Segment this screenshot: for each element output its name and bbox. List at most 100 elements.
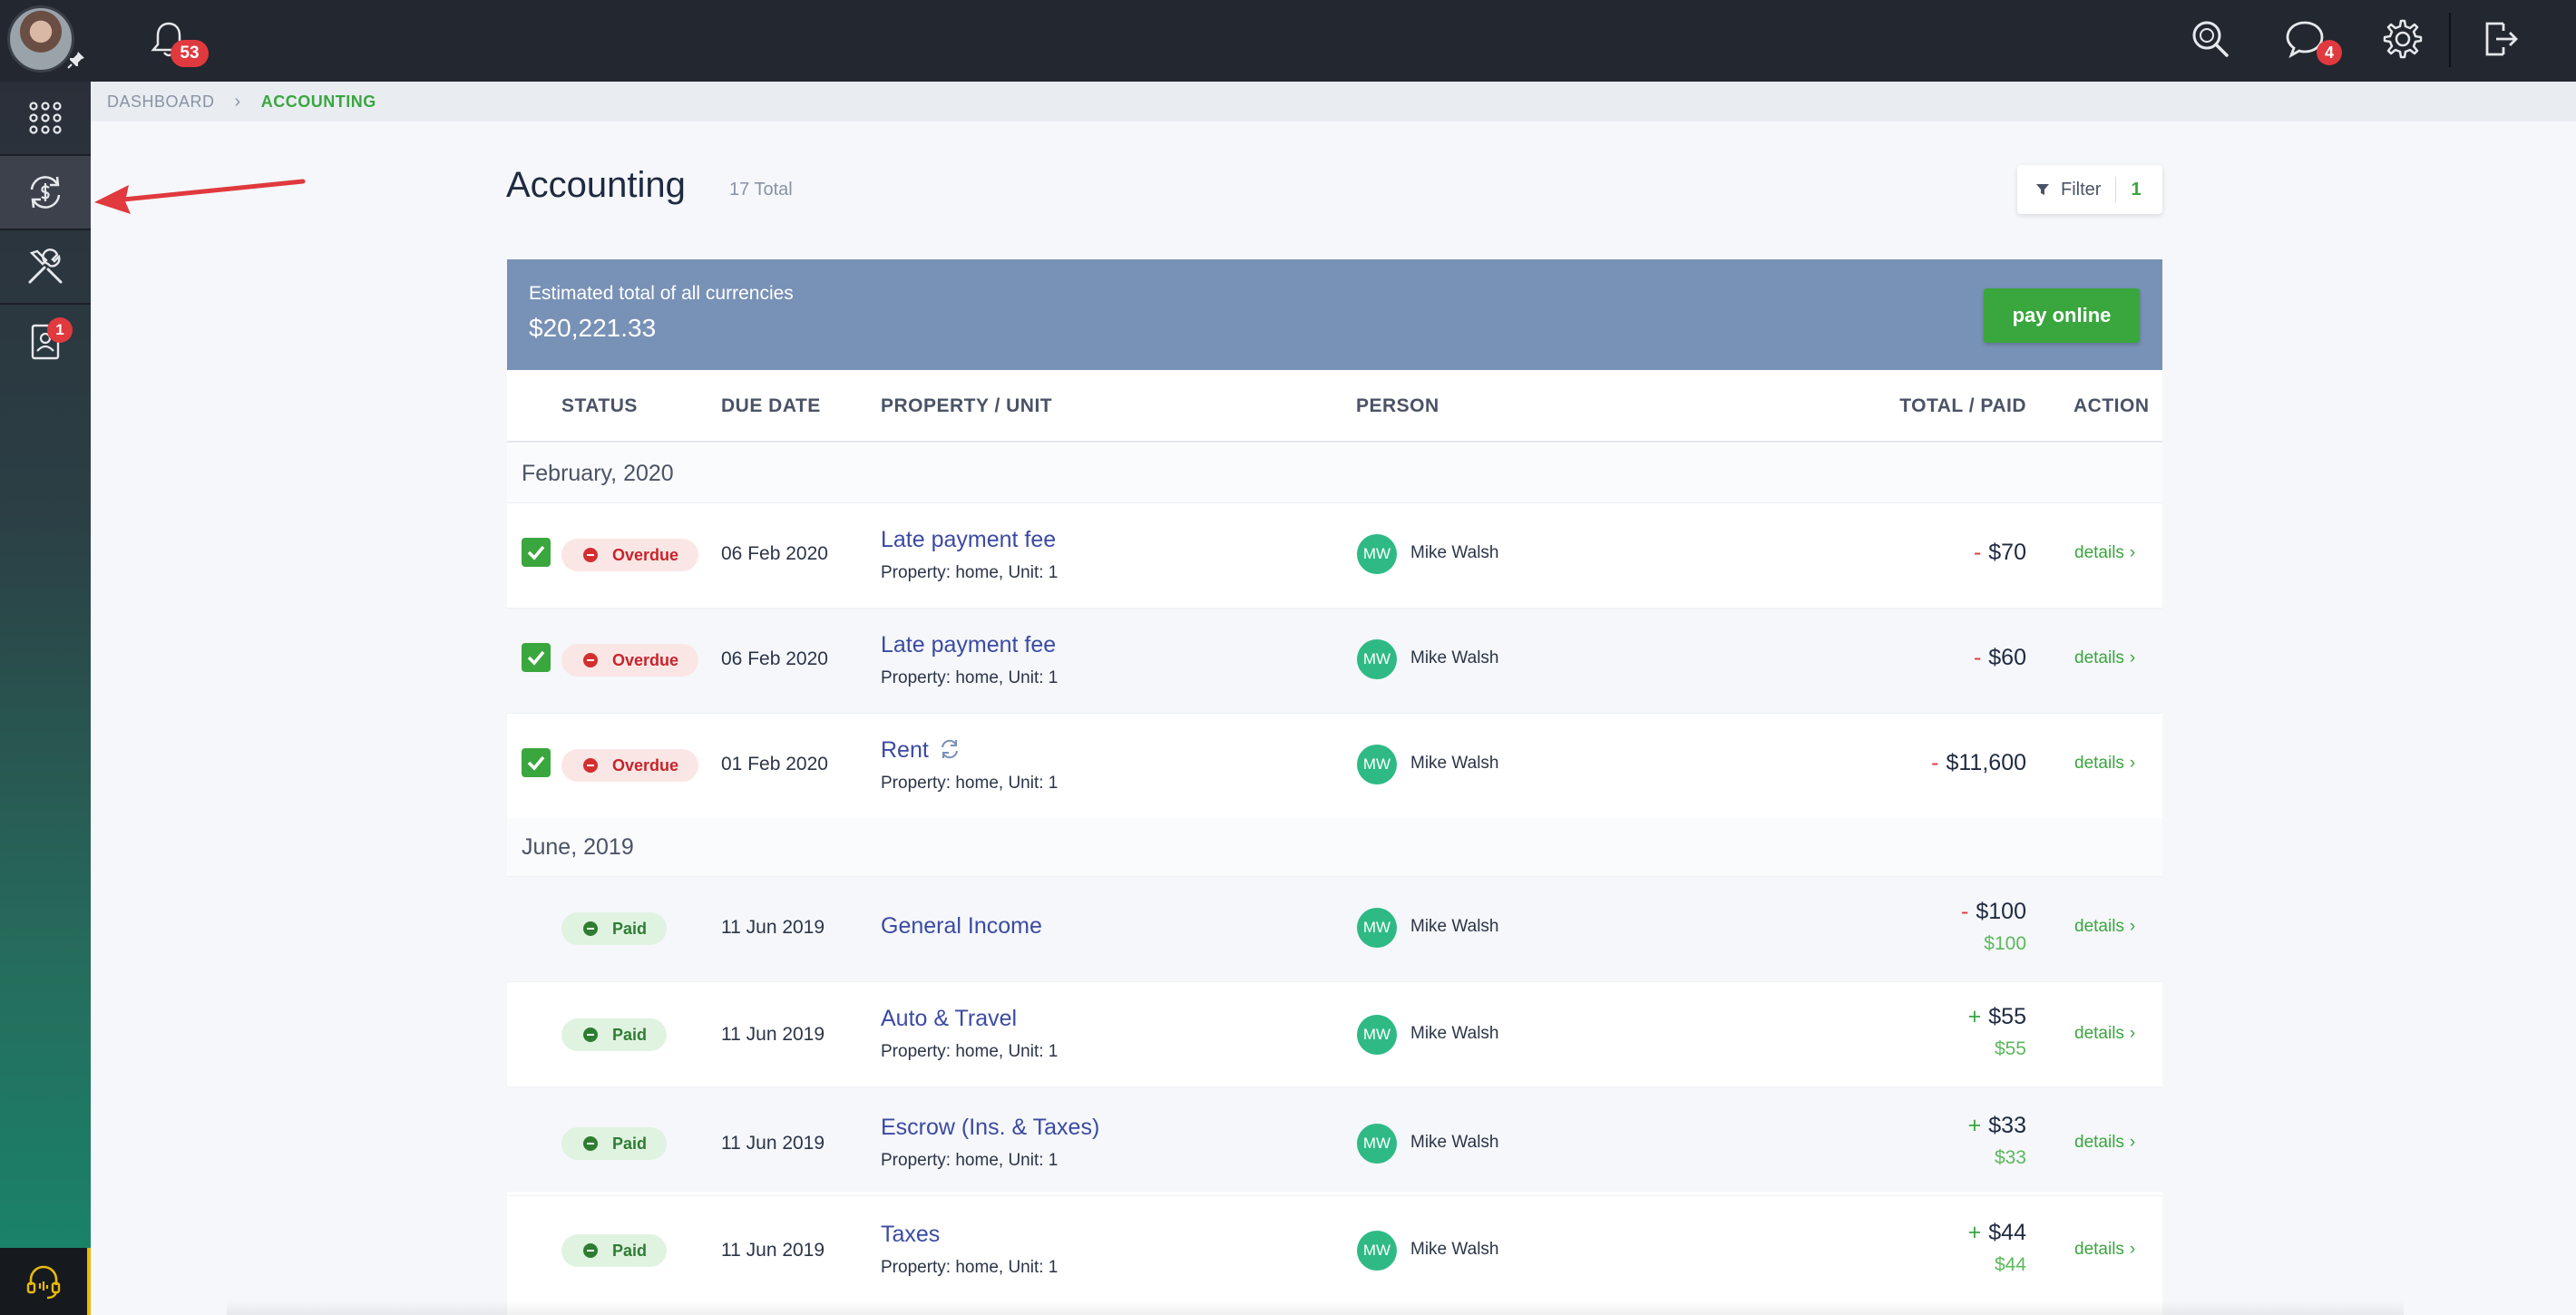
row-title-link[interactable]: Auto & Travel	[881, 1006, 1018, 1031]
filter-divider	[2115, 177, 2117, 202]
details-link[interactable]: details ›	[2074, 917, 2136, 936]
person-name: Mike Walsh	[1410, 543, 1499, 562]
currency-exchange-icon	[30, 176, 61, 209]
row-title-link[interactable]: Late payment fee	[881, 632, 1057, 658]
column-due-date[interactable]: DUE DATE	[721, 395, 821, 416]
sidebar-item-accounting[interactable]	[0, 156, 91, 229]
person-avatar: MW	[1357, 745, 1397, 784]
recurring-icon	[941, 739, 958, 759]
pay-online-button[interactable]: pay online	[1984, 288, 2140, 343]
sidebar-separator	[0, 154, 91, 156]
column-total-paid[interactable]: TOTAL / PAID	[1899, 395, 2026, 416]
chat-icon[interactable]	[2282, 16, 2327, 62]
row-title-link[interactable]: General Income	[881, 913, 1042, 939]
row-title-link[interactable]: Taxes	[881, 1222, 941, 1247]
row-checkbox[interactable]	[522, 643, 551, 672]
group-label: February, 2020	[522, 461, 674, 486]
sidebar-item-maintenance[interactable]	[0, 230, 91, 303]
table-row[interactable]: Overdue 06 Feb 2020 Late payment fee Pro…	[507, 502, 2162, 608]
column-property[interactable]: PROPERTY / UNIT	[881, 395, 1053, 416]
table-row[interactable]: Overdue 06 Feb 2020 Late payment fee Pro…	[507, 608, 2162, 713]
row-property: Property: home, Unit: 1	[881, 1042, 1059, 1061]
row-total: - $70	[1973, 540, 2026, 565]
row-total: - $60	[1973, 645, 2026, 670]
status-dot-icon	[583, 548, 598, 562]
person-name: Mike Walsh	[1410, 917, 1499, 936]
due-date: 01 Feb 2020	[721, 754, 828, 774]
summary-value: $20,221.33	[529, 314, 657, 342]
group-label: June, 2019	[522, 834, 634, 860]
status-dot-icon	[583, 653, 598, 667]
contacts-badge: 1	[47, 317, 73, 343]
row-paid: $100	[1984, 933, 2026, 954]
checkmark-icon	[527, 545, 545, 560]
row-checkbox[interactable]	[522, 748, 551, 777]
row-title-link[interactable]: Rent	[881, 737, 961, 764]
status-badge: Paid	[561, 1127, 668, 1160]
table-row[interactable]: Paid 11 Jun 2019 Taxes Property: home, U…	[507, 1195, 2162, 1300]
sidebar-item-contacts[interactable]	[0, 305, 91, 377]
user-avatar[interactable]	[7, 5, 74, 73]
row-total: + $33	[1967, 1113, 2026, 1138]
person-avatar: MW	[1357, 534, 1397, 574]
row-title-link[interactable]: Late payment fee	[881, 527, 1057, 552]
pin-icon[interactable]	[65, 49, 87, 71]
status-badge: Overdue	[561, 644, 699, 677]
tools-icon	[28, 248, 63, 284]
row-paid: $44	[1994, 1254, 2026, 1275]
breadcrumb-dashboard[interactable]: DASHBOARD	[107, 92, 215, 111]
table-row[interactable]: Overdue 01 Feb 2020 Rent Property: home,…	[507, 713, 2162, 818]
filter-icon	[2036, 184, 2049, 195]
page-title: Accounting	[506, 165, 686, 205]
table-row[interactable]: Paid 11 Jun 2019 Auto & Travel Property:…	[507, 981, 2162, 1086]
person-avatar: MW	[1357, 1231, 1397, 1271]
due-date: 11 Jun 2019	[721, 917, 825, 938]
row-total: + $55	[1967, 1004, 2026, 1029]
chevron-right-icon: ›	[2129, 754, 2136, 773]
chevron-right-icon: ›	[2129, 543, 2136, 562]
group-header: February, 2020	[507, 444, 2162, 502]
column-status[interactable]: STATUS	[561, 395, 638, 416]
checkmark-icon	[527, 650, 545, 666]
status-dot-icon	[583, 921, 598, 936]
apps-grid-icon	[29, 102, 62, 134]
status-badge: Paid	[561, 1234, 668, 1267]
details-link[interactable]: details ›	[2074, 754, 2136, 773]
row-property: Property: home, Unit: 1	[881, 563, 1059, 582]
details-link[interactable]: details ›	[2074, 1024, 2136, 1043]
group-header: June, 2019	[507, 818, 2162, 876]
logout-icon[interactable]	[2476, 16, 2522, 62]
chevron-right-icon: ›	[2129, 1240, 2136, 1259]
annotation-arrow-icon	[94, 179, 306, 214]
column-person[interactable]: PERSON	[1356, 395, 1439, 416]
details-link[interactable]: details ›	[2074, 1133, 2136, 1152]
row-checkbox[interactable]	[522, 538, 551, 567]
person-avatar: MW	[1357, 1015, 1397, 1055]
table-row[interactable]: Paid 11 Jun 2019 General Income MW Mike …	[507, 876, 2162, 981]
breadcrumb: DASHBOARD › ACCOUNTING	[91, 82, 2576, 122]
person-name: Mike Walsh	[1410, 648, 1499, 667]
gear-icon[interactable]	[2378, 16, 2424, 62]
topbar-divider	[2449, 13, 2451, 67]
filter-button[interactable]: Filter 1	[2017, 165, 2162, 214]
details-link[interactable]: details ›	[2074, 543, 2136, 562]
support-button[interactable]	[0, 1248, 91, 1315]
breadcrumb-accounting: ACCOUNTING	[260, 92, 376, 111]
sidebar: 1	[0, 82, 91, 1315]
accounting-card: Estimated total of all currencies $20,22…	[507, 259, 2162, 1315]
sidebar-item-apps[interactable]	[0, 82, 91, 154]
status-dot-icon	[583, 1243, 598, 1258]
summary-banner: Estimated total of all currencies $20,22…	[507, 259, 2162, 370]
table-row[interactable]: Paid 11 Jun 2019 Escrow (Ins. & Taxes) P…	[507, 1086, 2162, 1192]
row-title-link[interactable]: Escrow (Ins. & Taxes)	[881, 1115, 1100, 1140]
status-dot-icon	[583, 1136, 598, 1151]
person-avatar: MW	[1357, 908, 1397, 948]
search-icon[interactable]	[2188, 16, 2233, 62]
summary-label: Estimated total of all currencies	[529, 283, 794, 304]
due-date: 06 Feb 2020	[721, 543, 828, 564]
details-link[interactable]: details ›	[2074, 648, 2136, 667]
top-bar: 53 4	[0, 0, 2576, 82]
row-paid: $33	[1994, 1147, 2026, 1168]
due-date: 06 Feb 2020	[721, 648, 828, 669]
details-link[interactable]: details ›	[2074, 1240, 2136, 1259]
